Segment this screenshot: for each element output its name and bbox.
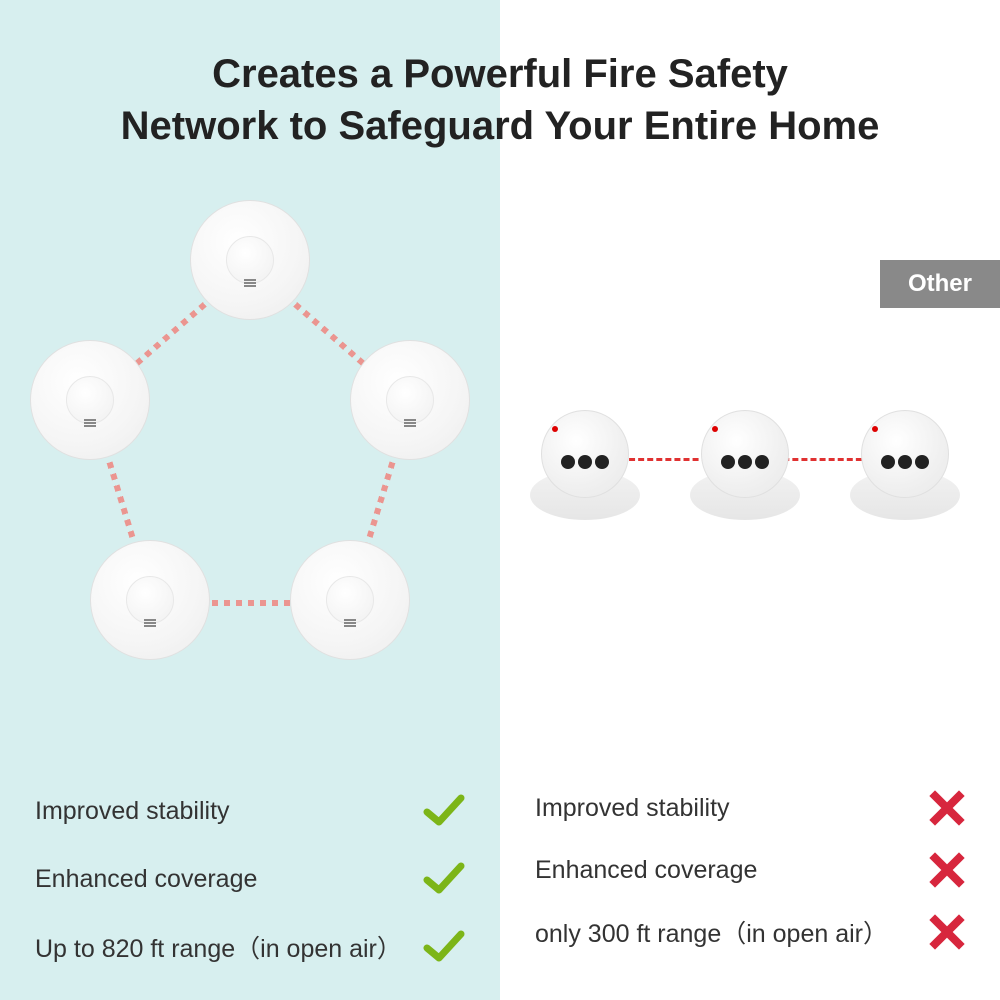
detector-node	[690, 410, 800, 520]
feature-label: Enhanced coverage	[535, 856, 757, 885]
detector-node	[850, 410, 960, 520]
detector-node	[190, 200, 310, 320]
detector-node	[90, 540, 210, 660]
detector-node	[30, 340, 150, 460]
title-line2: Network to Safeguard Your Entire Home	[0, 100, 1000, 152]
page-title: Creates a Powerful Fire Safety Network t…	[0, 48, 1000, 152]
feature-item: Improved stability	[535, 790, 965, 826]
feature-label: Up to 820 ft range（in open air）	[35, 929, 402, 965]
detector-node	[350, 340, 470, 460]
other-badge: Other	[880, 260, 1000, 308]
detector-node	[530, 410, 640, 520]
feature-label: Enhanced coverage	[35, 865, 257, 894]
detector-node	[290, 540, 410, 660]
feature-item: Enhanced coverage	[35, 858, 465, 900]
feature-label: only 300 ft range（in open air）	[535, 914, 888, 950]
features-list-right: Improved stability Enhanced coverage onl…	[535, 790, 965, 976]
feature-label: Improved stability	[35, 797, 230, 826]
feature-item: Up to 820 ft range（in open air）	[35, 926, 465, 968]
cross-icon	[929, 790, 965, 826]
check-icon	[423, 926, 465, 968]
features-list-left: Improved stability Enhanced coverage Up …	[35, 790, 465, 994]
cross-icon	[929, 914, 965, 950]
cross-icon	[929, 852, 965, 888]
feature-item: only 300 ft range（in open air）	[535, 914, 965, 950]
check-icon	[423, 790, 465, 832]
feature-item: Improved stability	[35, 790, 465, 832]
network-diagram-pentagon	[30, 200, 470, 660]
check-icon	[423, 858, 465, 900]
feature-label: Improved stability	[535, 794, 730, 823]
title-line1: Creates a Powerful Fire Safety	[0, 48, 1000, 100]
feature-item: Enhanced coverage	[535, 852, 965, 888]
linear-diagram	[530, 400, 980, 540]
